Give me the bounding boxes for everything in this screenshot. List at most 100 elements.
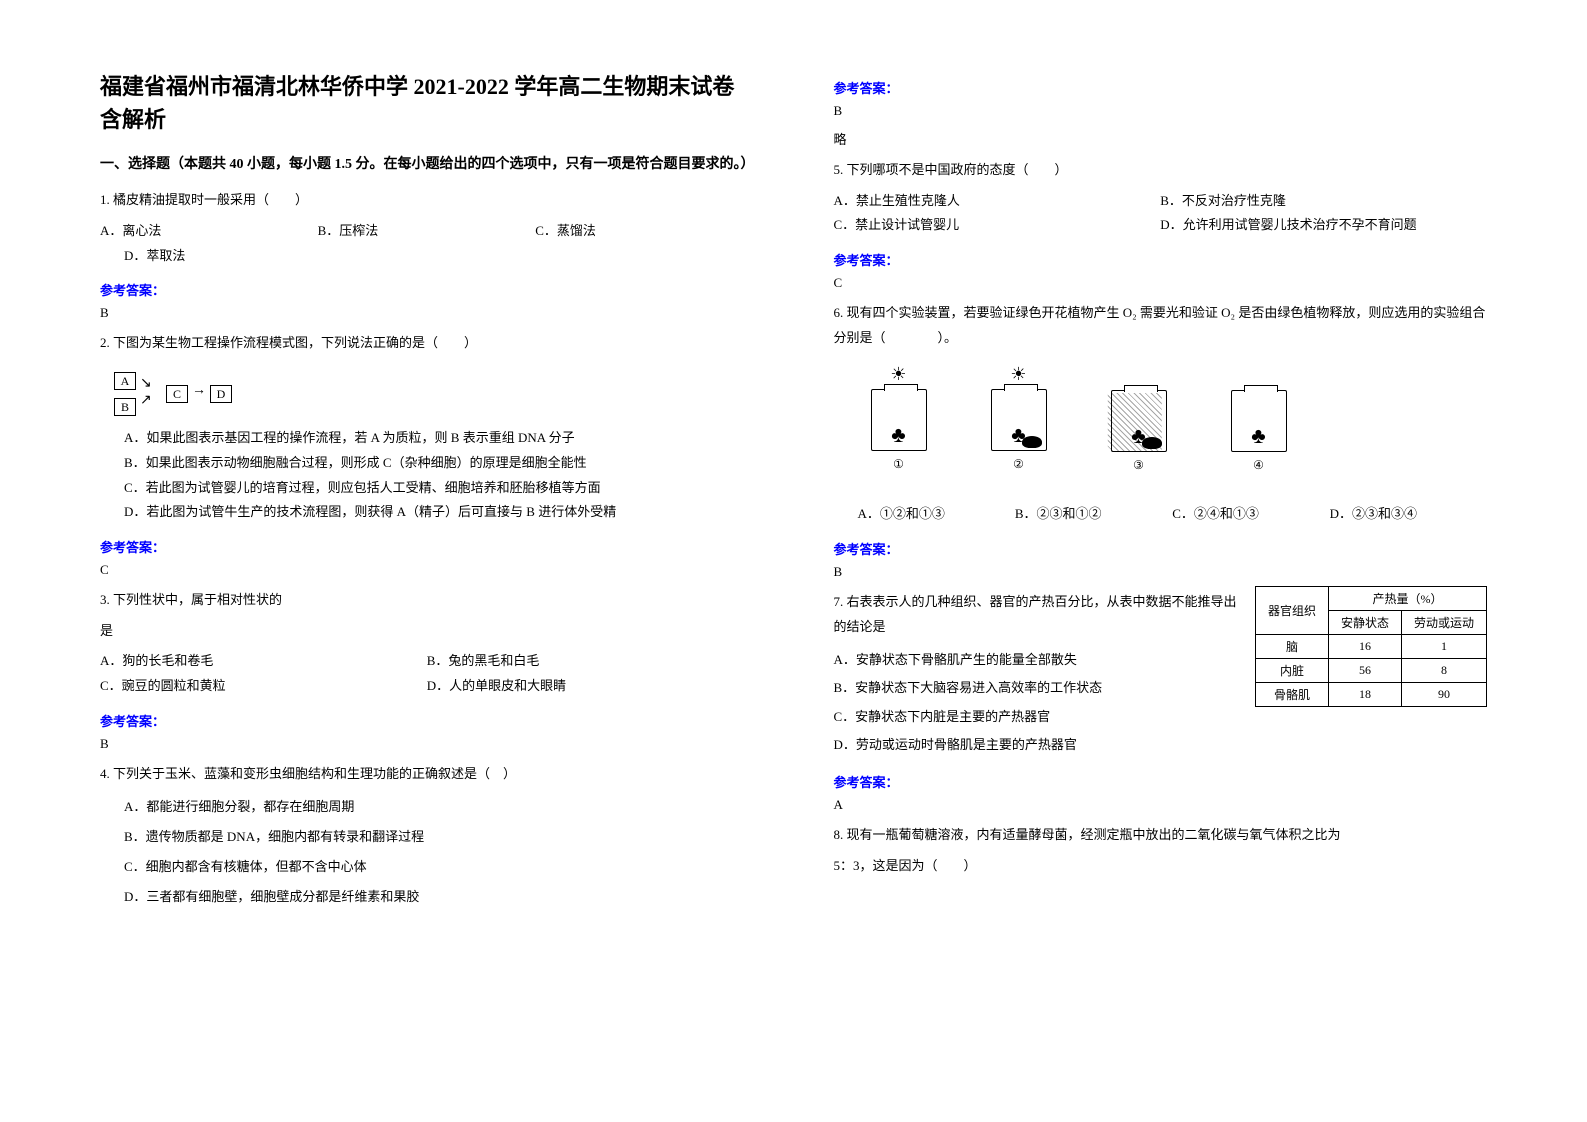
q5-answer: C	[834, 275, 1488, 291]
exp-label-3: ③	[1084, 458, 1194, 473]
exp-label-4: ④	[1204, 458, 1314, 473]
q6-options: A．①②和①③ B．②③和①② C．②④和①③ D．②③和③④	[834, 502, 1488, 527]
document-title: 福建省福州市福清北林华侨中学 2021-2022 学年高二生物期末试卷含解析	[100, 70, 754, 136]
flow-box-c: C	[166, 385, 188, 403]
table-row: 器官组织 产热量（%）	[1255, 587, 1486, 611]
cell: 90	[1401, 683, 1486, 707]
q4-options: A．都能进行细胞分裂，都存在细胞周期 B．遗传物质都是 DNA，细胞内都有转录和…	[100, 792, 754, 912]
th-rest: 安静状态	[1328, 611, 1401, 635]
cell: 1	[1401, 635, 1486, 659]
q2-opt-c: C．若此图为试管婴儿的培育过程，则应包括人工受精、细胞培养和胚胎移植等方面	[124, 476, 754, 501]
q2-stem: 2. 下图为某生物工程操作流程模式图，下列说法正确的是（ ）	[100, 331, 754, 356]
q3-opt-d: D．人的单眼皮和大眼睛	[427, 674, 754, 699]
q3-stem2: 是	[100, 619, 754, 644]
q5-opt-b: B．不反对治疗性克隆	[1160, 189, 1487, 214]
cell: 8	[1401, 659, 1486, 683]
answer-label: 参考答案：	[834, 78, 1488, 97]
q1-opt-b: B．压榨法	[318, 219, 536, 244]
jar-icon: ♣	[871, 389, 927, 451]
q4-opt-c: C．细胞内都含有核糖体，但都不含中心体	[124, 852, 754, 882]
answer-label: 参考答案：	[834, 250, 1488, 269]
right-column: 参考答案： B 略 5. 下列哪项不是中国政府的态度（ ） A．禁止生殖性克隆人…	[834, 70, 1488, 1082]
answer-label: 参考答案：	[100, 537, 754, 556]
q1-opt-c: C．蒸馏法	[535, 219, 753, 244]
q6-opt-d: D．②③和③④	[1330, 502, 1487, 527]
q2-flow-diagram: A B ↘ ↗ C → D	[114, 370, 274, 418]
answer-lue: 略	[834, 129, 1488, 148]
q2-answer: C	[100, 562, 754, 578]
q4-opt-a: A．都能进行细胞分裂，都存在细胞周期	[124, 792, 754, 822]
sun-icon: ☀	[844, 364, 954, 385]
exp-label-2: ②	[964, 457, 1074, 472]
q4-stem: 4. 下列关于玉米、蓝藻和变形虫细胞结构和生理功能的正确叙述是（ ）	[100, 762, 754, 787]
q2-opt-a: A．如果此图表示基因工程的操作流程，若 A 为质粒，则 B 表示重组 DNA 分…	[124, 426, 754, 451]
cell: 骨骼肌	[1255, 683, 1328, 707]
q5-opt-a: A．禁止生殖性克隆人	[834, 189, 1161, 214]
q6-opt-a: A．①②和①③	[858, 502, 1015, 527]
q4-opt-d: D．三者都有细胞壁，细胞壁成分都是纤维素和果胶	[124, 882, 754, 912]
mouse-icon	[1142, 437, 1162, 449]
q5-opt-c: C．禁止设计试管婴儿	[834, 213, 1161, 238]
answer-label: 参考答案：	[834, 539, 1488, 558]
answer-label: 参考答案：	[100, 280, 754, 299]
q4-answer: B	[834, 103, 1488, 119]
q5-opt-d: D．允许利用试管婴儿技术治疗不孕不育问题	[1160, 213, 1487, 238]
q3-answer: B	[100, 736, 754, 752]
th-organ: 器官组织	[1255, 587, 1328, 635]
q1-opt-a: A．离心法	[100, 219, 318, 244]
exp-label-1: ①	[844, 457, 954, 472]
plant-icon: ♣	[891, 424, 905, 446]
q5-stem: 5. 下列哪项不是中国政府的态度（ ）	[834, 158, 1488, 183]
q3-opt-b: B．兔的黑毛和白毛	[427, 649, 754, 674]
q6-experiment-diagram: ☀ ♣ ① ☀ ♣ ② ♣ ③ ♣ ④	[844, 364, 1488, 494]
cell: 16	[1328, 635, 1401, 659]
q5-options: A．禁止生殖性克隆人 B．不反对治疗性克隆 C．禁止设计试管婴儿 D．允许利用试…	[834, 189, 1488, 238]
table-row: 内脏 56 8	[1255, 659, 1486, 683]
q7-opt-d: D．劳动或运动时骨骼肌是主要的产热器官	[834, 731, 1488, 760]
q1-stem: 1. 橘皮精油提取时一般采用（ ）	[100, 188, 754, 213]
q8-stem2: 5：3，这是因为（ ）	[834, 854, 1488, 879]
q2-opt-b: B．如果此图表示动物细胞融合过程，则形成 C（杂种细胞）的原理是细胞全能性	[124, 451, 754, 476]
answer-label: 参考答案：	[100, 711, 754, 730]
flow-box-a: A	[114, 372, 136, 390]
q1-answer: B	[100, 305, 754, 321]
mouse-icon	[1022, 436, 1042, 448]
q2-opt-d: D．若此图为试管牛生产的技术流程图，则获得 A（精子）后可直接与 B 进行体外受…	[124, 500, 754, 525]
q6-stem: 6. 现有四个实验装置，若要验证绿色开花植物产生 O₂ 需要光和验证 O₂ 是否…	[834, 301, 1488, 350]
cell: 56	[1328, 659, 1401, 683]
cell: 内脏	[1255, 659, 1328, 683]
flow-box-b: B	[114, 398, 136, 416]
table-row: 骨骼肌 18 90	[1255, 683, 1486, 707]
jar-icon: ♣	[1231, 390, 1287, 452]
q3-opt-a: A．狗的长毛和卷毛	[100, 649, 427, 674]
answer-label: 参考答案：	[834, 772, 1488, 791]
q2-options: A．如果此图表示基因工程的操作流程，若 A 为质粒，则 B 表示重组 DNA 分…	[100, 426, 754, 525]
arrow-icon: ↗	[140, 392, 152, 409]
table-row: 脑 16 1	[1255, 635, 1486, 659]
q1-opt-d: D．萃取法	[124, 248, 185, 263]
cell: 18	[1328, 683, 1401, 707]
left-column: 福建省福州市福清北林华侨中学 2021-2022 学年高二生物期末试卷含解析 一…	[100, 70, 754, 1082]
q3-opt-c: C．豌豆的圆粒和黄粒	[100, 674, 427, 699]
th-work: 劳动或运动	[1401, 611, 1486, 635]
plant-icon: ♣	[1251, 425, 1265, 447]
q7-block: 器官组织 产热量（%） 安静状态 劳动或运动 脑 16 1 内脏 56 8 骨骼…	[834, 590, 1488, 766]
section-header: 一、选择题（本题共 40 小题，每小题 1.5 分。在每小题给出的四个选项中，只…	[100, 154, 754, 176]
q3-stem: 3. 下列性状中，属于相对性状的	[100, 588, 754, 613]
q3-options: A．狗的长毛和卷毛 B．兔的黑毛和白毛 C．豌豆的圆粒和黄粒 D．人的单眼皮和大…	[100, 649, 754, 698]
q6-answer: B	[834, 564, 1488, 580]
q1-options: A．离心法 B．压榨法 C．蒸馏法 D．萃取法	[100, 219, 754, 268]
cell: 脑	[1255, 635, 1328, 659]
jar-icon: ♣	[1111, 390, 1167, 452]
q7-answer: A	[834, 797, 1488, 813]
sun-icon: ☀	[964, 364, 1074, 385]
q6-opt-b: B．②③和①②	[1015, 502, 1172, 527]
jar-icon: ♣	[991, 389, 1047, 451]
q6-opt-c: C．②④和①③	[1172, 502, 1329, 527]
heat-table: 器官组织 产热量（%） 安静状态 劳动或运动 脑 16 1 内脏 56 8 骨骼…	[1255, 586, 1487, 707]
arrow-icon: ↘	[140, 375, 152, 392]
arrow-icon: →	[192, 383, 206, 399]
flow-box-d: D	[210, 385, 232, 403]
q8-stem: 8. 现有一瓶葡萄糖溶液，内有适量酵母菌，经测定瓶中放出的二氧化碳与氧气体积之比…	[834, 823, 1488, 848]
th-heat: 产热量（%）	[1328, 587, 1486, 611]
